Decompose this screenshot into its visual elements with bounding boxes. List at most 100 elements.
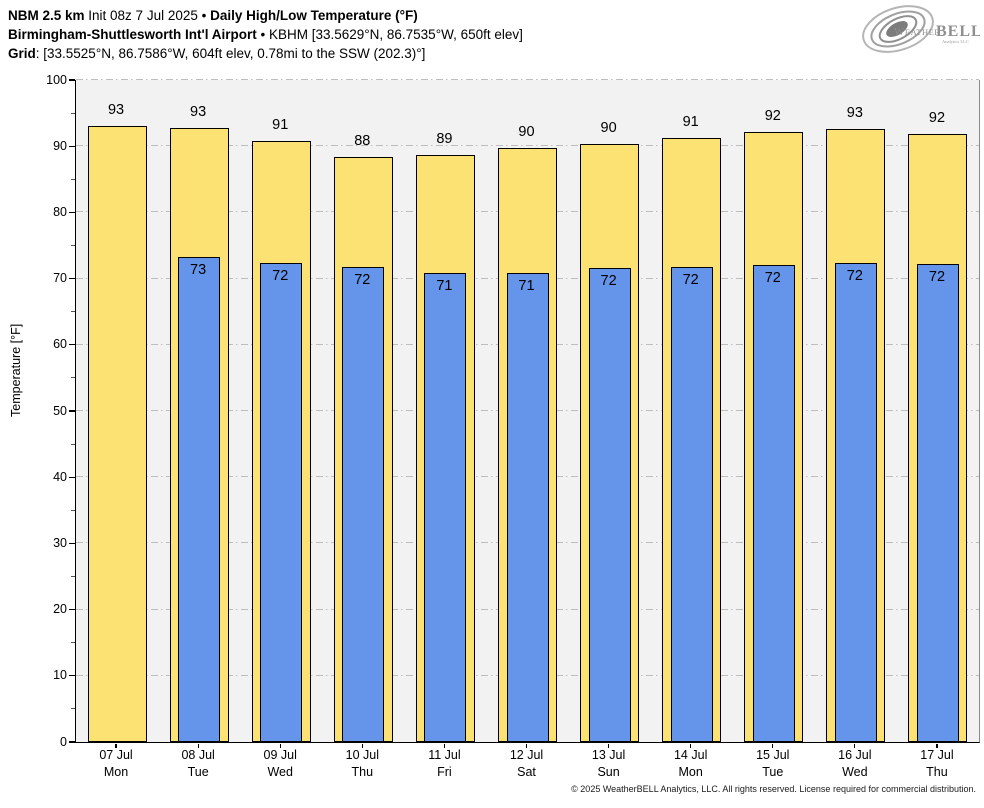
low-value-label: 72 bbox=[272, 267, 289, 284]
x-tick-11 bbox=[936, 743, 938, 748]
x-tick-6 bbox=[525, 743, 528, 748]
low-value-label: 71 bbox=[436, 277, 453, 294]
y-tick-50 bbox=[68, 410, 75, 412]
high-value-label: 88 bbox=[354, 132, 371, 149]
x-label-weekday: Sun bbox=[597, 765, 620, 779]
x-label-weekday: Tue bbox=[187, 765, 209, 779]
high-value-label: 93 bbox=[107, 101, 125, 118]
y-tick-90 bbox=[68, 145, 75, 147]
x-tick-7 bbox=[607, 743, 610, 748]
x-label-weekday: Tue bbox=[762, 765, 784, 779]
high-value-label: 92 bbox=[928, 110, 946, 127]
y-minor-tick-55 bbox=[71, 377, 75, 379]
x-label-date: 10 Jul bbox=[345, 748, 379, 762]
x-label-date: 17 Jul bbox=[920, 748, 954, 762]
y-tick-label-40: 40 bbox=[53, 469, 67, 484]
y-tick-label-20: 20 bbox=[53, 602, 67, 617]
x-label-weekday: Mon bbox=[678, 765, 703, 779]
y-minor-tick-85 bbox=[71, 178, 75, 180]
y-axis-title: Temperature [°F] bbox=[9, 323, 23, 417]
y-minor-tick-25 bbox=[71, 576, 75, 577]
x-label-date: 15 Jul bbox=[756, 748, 790, 762]
x-label-date: 12 Jul bbox=[509, 748, 544, 762]
low-bar-11-Jul bbox=[424, 272, 467, 742]
y-tick-0 bbox=[68, 741, 75, 743]
high-value-label: 90 bbox=[518, 124, 535, 141]
y-tick-60 bbox=[68, 344, 75, 346]
x-label-date: 14 Jul bbox=[673, 748, 708, 762]
y-tick-label-0: 0 bbox=[60, 734, 67, 749]
low-bar-13-Jul bbox=[588, 268, 631, 742]
high-value-label: 90 bbox=[600, 120, 617, 137]
x-label-weekday: Mon bbox=[103, 765, 129, 779]
y-tick-label-10: 10 bbox=[53, 668, 67, 683]
y-minor-tick-95 bbox=[71, 112, 75, 114]
high-bar-07-Jul bbox=[87, 125, 147, 742]
y-minor-tick-15 bbox=[71, 642, 75, 644]
low-value-label: 72 bbox=[682, 272, 699, 289]
low-value-label: 72 bbox=[764, 269, 781, 286]
logo-analytics-text: Analytics LLC bbox=[942, 39, 969, 44]
y-tick-40 bbox=[68, 476, 75, 478]
x-tick-10 bbox=[854, 743, 856, 748]
x-label-date: 09 Jul bbox=[263, 748, 297, 762]
y-tick-10 bbox=[68, 675, 75, 677]
low-bar-09-Jul bbox=[260, 262, 303, 742]
high-value-label: 93 bbox=[190, 103, 207, 120]
x-label-date: 16 Jul bbox=[838, 748, 872, 762]
high-value-label: 93 bbox=[846, 104, 863, 121]
y-tick-80 bbox=[68, 211, 75, 213]
low-bar-12-Jul bbox=[506, 273, 549, 742]
x-label-weekday: Fri bbox=[437, 765, 452, 779]
low-bar-14-Jul bbox=[670, 267, 713, 742]
y-tick-label-50: 50 bbox=[53, 403, 67, 418]
low-value-label: 72 bbox=[846, 268, 863, 285]
y-minor-tick-75 bbox=[71, 245, 75, 246]
y-tick-label-90: 90 bbox=[53, 138, 67, 153]
y-minor-tick-45 bbox=[71, 443, 75, 445]
y-minor-tick-65 bbox=[71, 311, 75, 313]
high-value-label: 91 bbox=[272, 116, 289, 133]
x-tick-9 bbox=[772, 743, 774, 748]
low-value-label: 73 bbox=[190, 261, 207, 278]
x-label-weekday: Wed bbox=[267, 765, 293, 779]
x-tick-3 bbox=[279, 743, 281, 748]
x-label-weekday: Thu bbox=[351, 765, 374, 779]
x-tick-1 bbox=[115, 743, 117, 748]
weatherbell-logo: WEATHER BELL Analytics LLC bbox=[858, 2, 982, 56]
gridline-100 bbox=[76, 79, 979, 80]
y-tick-70 bbox=[68, 278, 75, 280]
low-bar-15-Jul bbox=[752, 264, 795, 742]
y-minor-tick-35 bbox=[71, 509, 75, 511]
y-tick-label-30: 30 bbox=[53, 535, 67, 550]
title-line-2: Birmingham-Shuttlesworth Int'l Airport •… bbox=[8, 27, 523, 42]
gridline-90 bbox=[76, 145, 979, 147]
y-tick-100 bbox=[68, 79, 75, 81]
x-label-weekday: Wed bbox=[842, 765, 868, 779]
x-label-date: 08 Jul bbox=[181, 748, 215, 762]
x-tick-5 bbox=[443, 743, 445, 748]
high-value-label: 91 bbox=[682, 114, 699, 131]
y-tick-label-100: 100 bbox=[46, 72, 67, 87]
chart-title-block: NBM 2.5 km Init 08z 7 Jul 2025 • Daily H… bbox=[8, 6, 523, 63]
x-tick-8 bbox=[690, 743, 692, 748]
plot-area bbox=[75, 79, 980, 743]
title-line-1: NBM 2.5 km Init 08z 7 Jul 2025 • Daily H… bbox=[8, 8, 418, 23]
low-value-label: 71 bbox=[518, 278, 535, 295]
y-tick-30 bbox=[68, 542, 75, 544]
x-label-weekday: Sat bbox=[517, 765, 536, 779]
high-value-label: 89 bbox=[436, 130, 453, 147]
low-value-label: 72 bbox=[354, 271, 371, 288]
x-label-date: 11 Jul bbox=[428, 748, 461, 762]
low-bar-10-Jul bbox=[342, 266, 385, 742]
logo-weather-text: WEATHER bbox=[894, 26, 940, 38]
logo-bell-text: BELL bbox=[936, 23, 980, 40]
low-bar-08-Jul bbox=[178, 256, 221, 742]
copyright-notice: © 2025 WeatherBELL Analytics, LLC. All r… bbox=[571, 784, 976, 794]
title-line-3: Grid: [33.5525°N, 86.7586°W, 604ft elev,… bbox=[8, 46, 426, 61]
low-value-label: 72 bbox=[928, 269, 946, 286]
x-tick-4 bbox=[361, 743, 363, 748]
x-label-weekday: Thu bbox=[926, 765, 948, 779]
high-value-label: 92 bbox=[764, 108, 781, 125]
